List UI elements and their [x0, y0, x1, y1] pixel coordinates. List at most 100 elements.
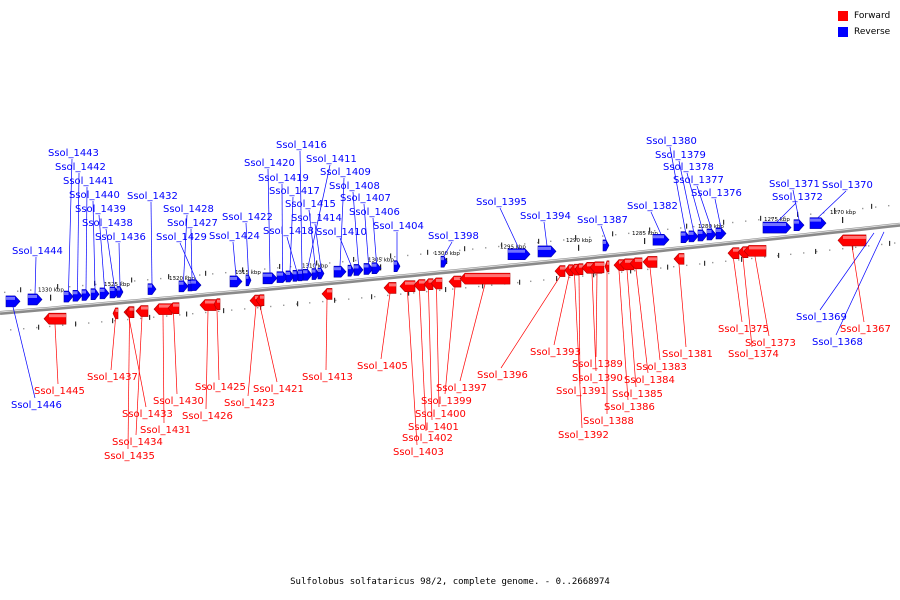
guide-dot [465, 287, 467, 289]
label-ssol-1367: Ssol_1367 [840, 324, 891, 335]
gene-ssol-1437 [112, 307, 119, 320]
gene-ssol-1370-body [809, 217, 827, 229]
guide-dot [524, 243, 526, 245]
gene-ssol-1382-body [652, 233, 670, 246]
ruler-label: 1300 kbp [434, 251, 460, 257]
minor-tick [852, 244, 854, 250]
minor-tick [556, 276, 558, 282]
leader-line [669, 146, 686, 232]
guide-dot [108, 282, 110, 284]
guide-dot [667, 228, 669, 231]
gene-ssol-1389 [589, 261, 605, 274]
guide-dot [751, 257, 753, 260]
gene-ssol-1375-body [727, 247, 740, 259]
label-ssol-1382: Ssol_1382 [627, 201, 678, 212]
gene-ssol-1438-shine [110, 287, 115, 291]
gene-ssol-1409-body [333, 265, 347, 278]
gene-ssol-1443-shine [64, 292, 69, 296]
gene-ssol-1380-shine [681, 232, 686, 236]
leader-line [686, 172, 703, 231]
label-ssol-1393: Ssol_1393 [530, 347, 581, 358]
guide-dot [114, 320, 116, 322]
gene-ssol-1417 [285, 270, 295, 283]
guide-dot [517, 281, 519, 284]
gene-ssol-1373-shine [749, 246, 766, 250]
guide-dot [342, 261, 344, 263]
guide-dot [621, 271, 623, 273]
guide-dot [745, 220, 747, 222]
gene-ssol-1409-shine [334, 267, 341, 271]
guide-dot [179, 314, 181, 316]
guide-dot [530, 280, 532, 283]
guide-dot [303, 264, 305, 267]
minor-tick [168, 274, 170, 280]
ruler-label: 1295 kbp [500, 244, 526, 250]
gene-ssol-1437-shine [115, 308, 118, 312]
gene-ssol-1411-body [302, 268, 313, 281]
gene-ssol-1367-body [837, 234, 867, 247]
leader-line [128, 317, 147, 408]
minor-tick [223, 308, 225, 314]
gene-ssol-1403-body [399, 280, 416, 293]
guide-dot [127, 318, 129, 321]
leader-line [835, 231, 885, 336]
leader-line [372, 217, 377, 263]
gene-ssol-1387-body [602, 239, 610, 252]
guide-dot [140, 317, 142, 320]
gene-ssol-1419 [276, 271, 289, 283]
gene-ssol-1431 [153, 303, 173, 315]
gene-ssol-1395 [507, 248, 531, 261]
leader-line [436, 288, 440, 408]
guide-dot [576, 237, 578, 240]
gene-ssol-1381 [673, 253, 685, 265]
gene-ssol-1404-shine [394, 261, 397, 265]
leader-line [626, 269, 637, 388]
leader-line [553, 275, 570, 346]
leader-line [578, 274, 581, 385]
guide-dot [784, 216, 786, 218]
gene-ssol-1436-shine [117, 287, 120, 291]
gene-ssol-1402-shine [419, 280, 425, 284]
gene-ssol-1405 [383, 282, 397, 294]
label-ssol-1376: Ssol_1376 [691, 188, 742, 199]
gene-ssol-1440-shine [91, 289, 95, 293]
label-ssol-1374: Ssol_1374 [728, 349, 779, 360]
guide-dot [30, 289, 32, 291]
gene-ssol-1431-body [153, 303, 173, 315]
label-ssol-1419: Ssol_1419 [258, 173, 309, 184]
gene-ssol-1414-shine [318, 269, 321, 273]
guide-dot [348, 298, 350, 300]
gene-ssol-1435 [125, 306, 134, 318]
leader-line [678, 264, 687, 348]
minor-tick [408, 290, 410, 296]
guide-dot [4, 291, 6, 294]
gene-ssol-1430 [167, 302, 180, 314]
minor-tick [149, 314, 151, 320]
gene-ssol-1371-body [793, 219, 805, 231]
guide-dot [589, 236, 591, 239]
leader-line [179, 242, 197, 280]
minor-tick [593, 272, 595, 278]
gene-ssol-1436-body [116, 286, 124, 298]
guide-dot [49, 325, 51, 328]
leader-line [232, 241, 237, 276]
guide-dot [790, 253, 792, 256]
gene-ssol-1367 [837, 234, 867, 247]
gene-ssol-1403-shine [405, 281, 415, 285]
gene-ssol-1425-body [213, 298, 221, 311]
label-ssol-1378: Ssol_1378 [663, 162, 714, 173]
ruler-tick [50, 294, 52, 301]
gene-ssol-1446 [5, 295, 21, 308]
gene-ssol-1430-body [167, 302, 180, 314]
reverse-swatch [838, 27, 848, 37]
label-ssol-1424: Ssol_1424 [209, 231, 260, 242]
gene-ssol-1399-shine [454, 277, 461, 281]
gene-ssol-1404 [393, 260, 401, 273]
guide-dot [62, 324, 64, 327]
gene-ssol-1393 [564, 264, 574, 276]
gene-ssol-1415 [311, 268, 320, 280]
gene-ssol-1441 [81, 289, 91, 301]
label-ssol-1385: Ssol_1385 [612, 389, 663, 400]
gene-ssol-1381-body [673, 253, 685, 265]
gene-ssol-1383 [642, 256, 658, 268]
